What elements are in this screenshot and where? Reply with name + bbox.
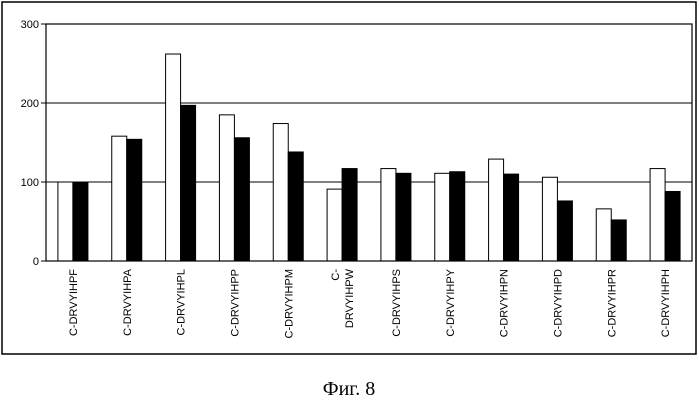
bar-white [166,54,181,261]
bar-white [596,209,611,261]
y-tick-label: 0 [33,256,39,268]
bar-white [435,173,450,261]
x-tick-label: C-DRVYIHPN [499,269,511,337]
bar-white [112,136,127,261]
x-tick-label: C-DRVYIHPA [122,268,134,335]
x-tick-label: C-DRVYIHPH [660,269,672,337]
x-tick-label: C-DRVYIHPD [552,269,564,337]
bar-black [504,174,519,261]
x-tick-label: C-DRVYIHPS [391,269,403,337]
bar-white [219,115,234,261]
bar-white [542,177,557,261]
x-tick-label: C-DRVYIHPL [176,269,188,335]
x-tick-label: C-DRVYIHPF [68,269,80,336]
bar-white [650,169,665,261]
y-tick-label: 300 [21,19,39,31]
x-tick-label: DRVYIHPW [344,268,356,328]
bar-black [665,191,680,261]
bar-white [58,182,73,261]
bar-black [450,172,465,261]
bar-black [73,182,88,261]
bar-black [557,201,572,261]
bar-white [273,124,288,261]
bar-black [288,152,303,261]
bar-black [396,173,411,261]
bar-black [127,139,142,261]
bar-black [611,220,626,261]
y-tick-label: 200 [21,98,39,110]
x-tick-label: C-DRVYIHPM [283,269,295,338]
x-tick-label: C-DRVYIHPY [445,268,457,336]
figure-caption: Фиг. 8 [323,378,375,400]
bar-white [381,169,396,261]
x-tick-label: C-DRVYIHPR [606,269,618,337]
x-tick-label: C-DRVYIHPP [229,269,241,337]
bar-white [489,159,504,261]
bar-black [234,138,249,261]
bar-black [342,169,357,261]
bar-white [327,189,342,261]
bar-black [181,105,196,261]
y-tick-label: 100 [21,177,39,189]
x-tick-label: C- [330,269,342,281]
